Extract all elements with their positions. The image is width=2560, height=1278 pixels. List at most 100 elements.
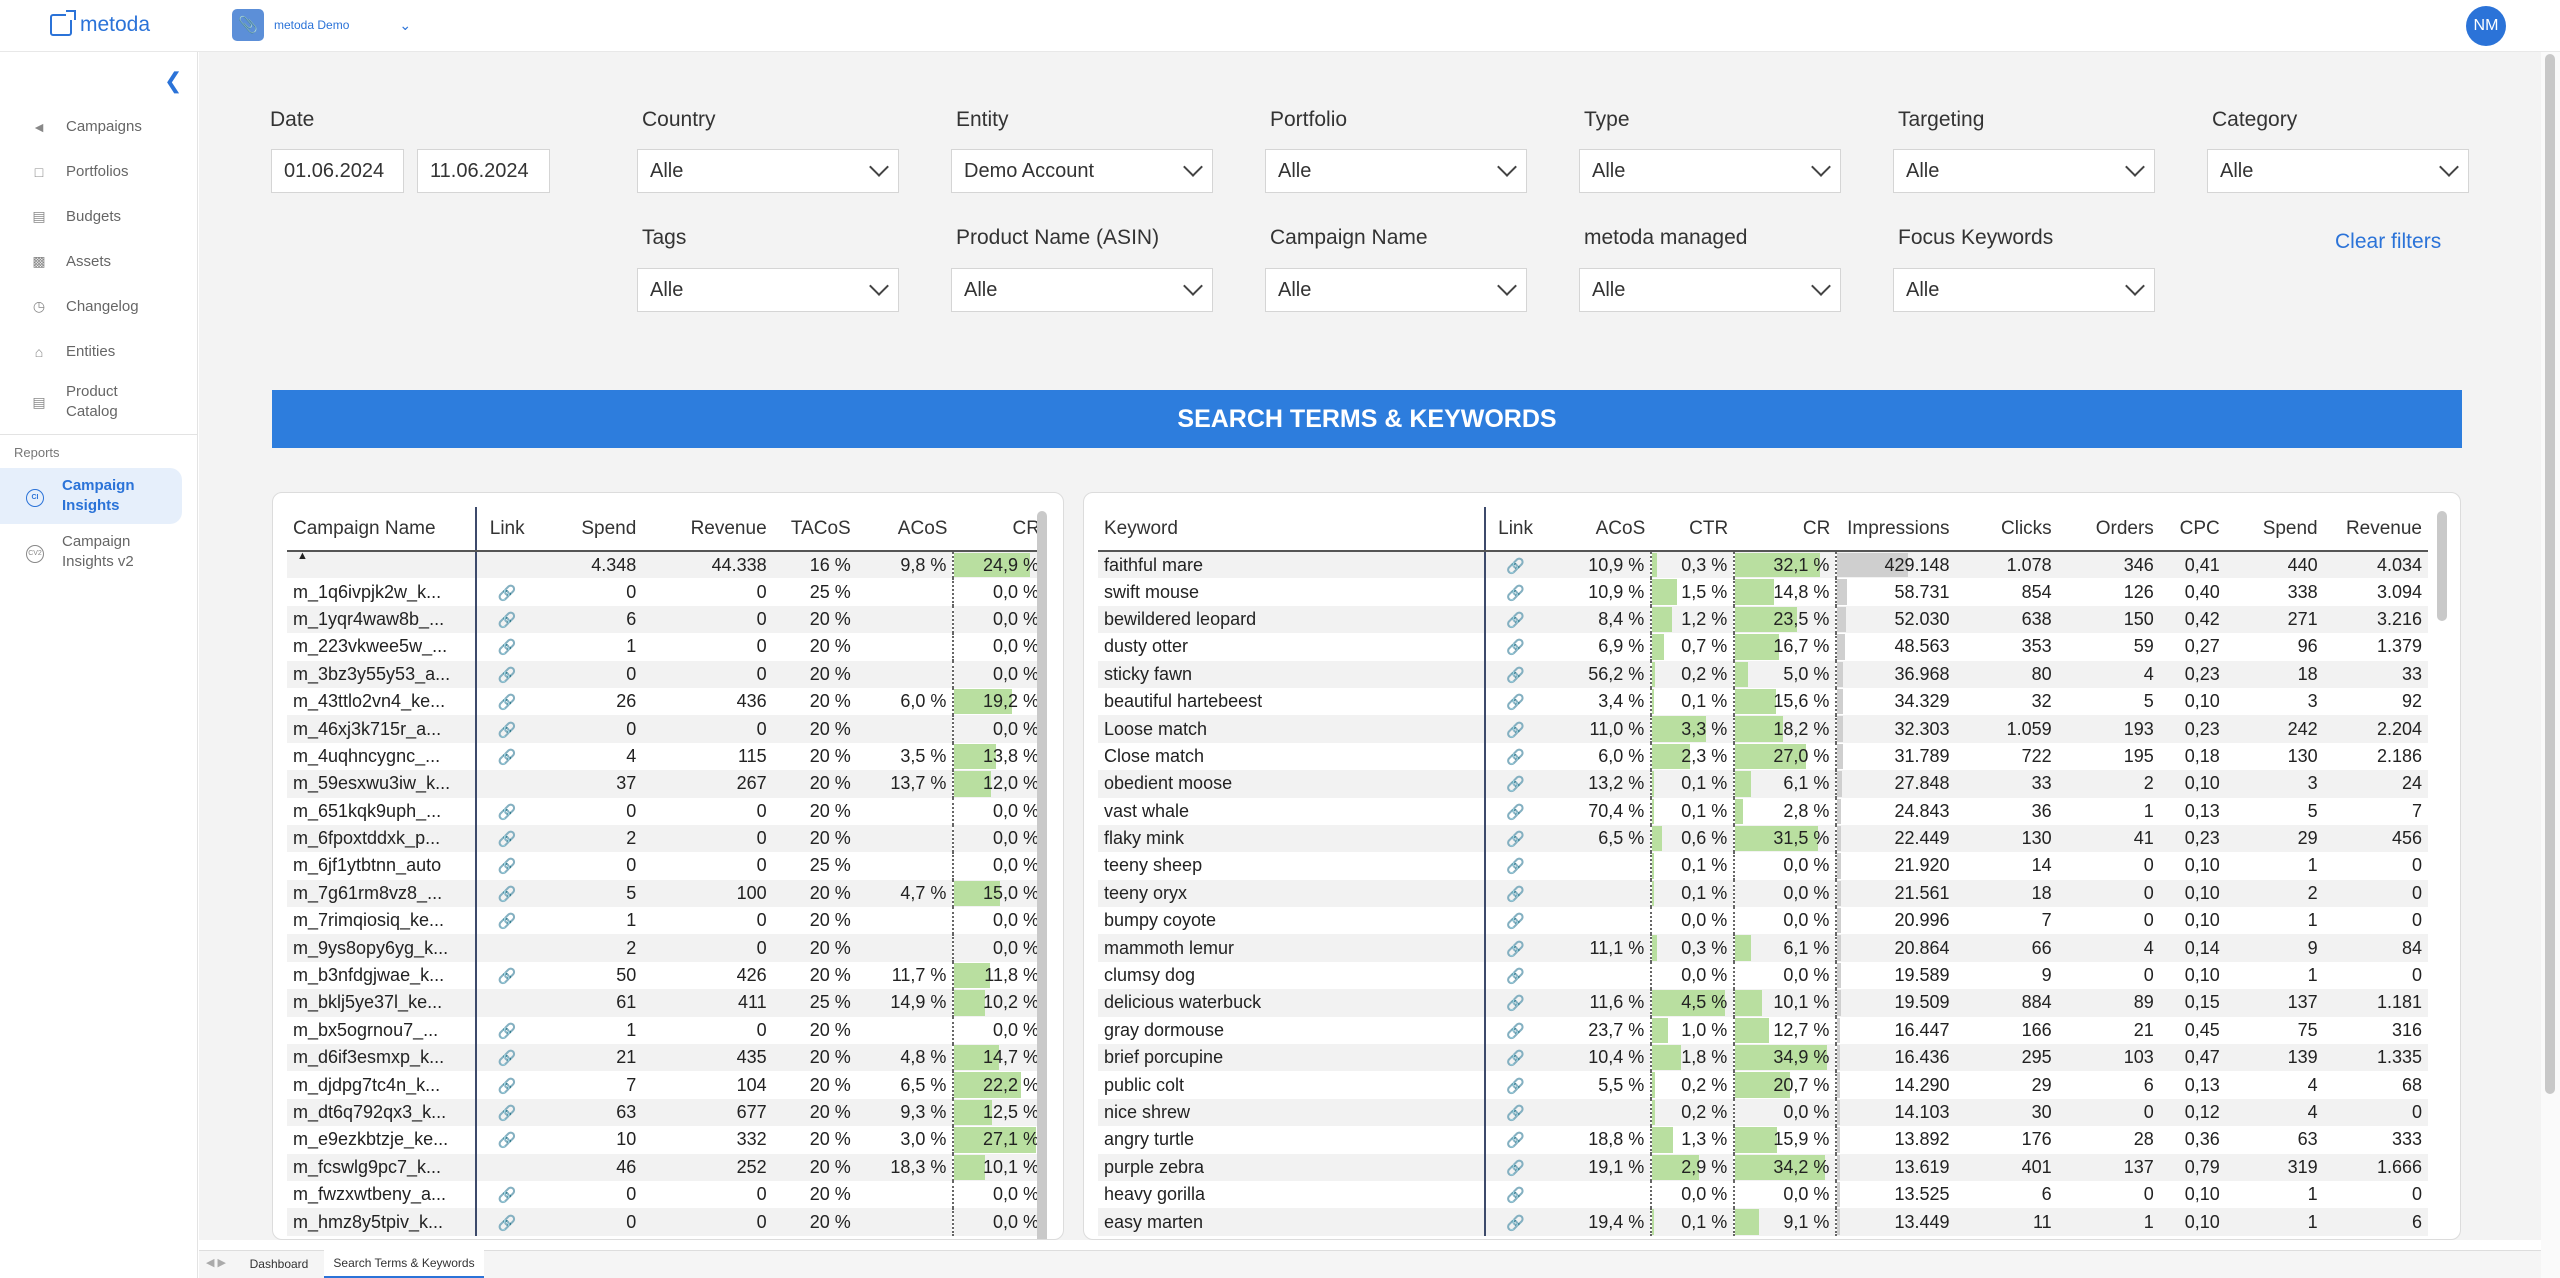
sidebar-item-budgets[interactable]: ▤ Budgets bbox=[0, 194, 198, 239]
table-row[interactable]: gray dormouse 🔗 23,7 % 1,0 % 12,7 % 16.447 166… bbox=[1098, 1016, 2428, 1045]
link-icon[interactable]: 🔗 bbox=[497, 1105, 517, 1122]
table-row[interactable]: sticky fawn 🔗 56,2 % 0,2 % 5,0 % 36.968 80 4 0,2… bbox=[1098, 660, 2428, 688]
table-row[interactable]: m_43ttlo2vn4_ke... 🔗 26 436 20 % 6,0 % 19,2 % bbox=[287, 687, 1047, 716]
product-name-select[interactable]: Alle bbox=[951, 268, 1213, 312]
table-row[interactable]: Close match 🔗 6,0 % 2,3 % 27,0 % 31.789 722 195… bbox=[1098, 742, 2428, 771]
link-icon[interactable]: 🔗 bbox=[497, 858, 517, 876]
link-icon[interactable]: 🔗 bbox=[1506, 748, 1525, 766]
col-revenue[interactable]: Revenue bbox=[642, 507, 773, 552]
col-orders[interactable]: Orders bbox=[2057, 507, 2160, 552]
table-row[interactable]: clumsy dog 🔗 0,0 % 0,0 % 19.589 9 0 0,10 1 0 bbox=[1098, 961, 2428, 990]
link-icon[interactable]: 🔗 bbox=[1506, 584, 1525, 602]
link-icon[interactable]: 🔗 bbox=[1506, 639, 1525, 657]
category-select[interactable]: Alle bbox=[2207, 149, 2469, 193]
table-row[interactable]: m_7rimqiosiq_ke... 🔗 1 0 20 % 0,0 % bbox=[287, 907, 1047, 935]
table-row[interactable]: purple zebra 🔗 19,1 % 2,9 % 34,2 % 13.619 401 1… bbox=[1098, 1153, 2428, 1181]
targeting-select[interactable]: Alle bbox=[1893, 149, 2155, 193]
table-row[interactable]: teeny oryx 🔗 0,1 % 0,0 % 21.561 18 0 0,10 2 0 bbox=[1098, 879, 2428, 908]
link-icon[interactable]: 🔗 bbox=[1506, 1022, 1525, 1040]
link-icon[interactable]: 🔗 bbox=[1506, 1187, 1525, 1205]
table-row[interactable]: obedient moose 🔗 13,2 % 0,1 % 6,1 % 27.848 33 2… bbox=[1098, 770, 2428, 798]
link-icon[interactable]: 🔗 bbox=[1506, 557, 1525, 575]
country-select[interactable]: Alle bbox=[637, 149, 899, 193]
link-icon[interactable]: 🔗 bbox=[497, 1187, 517, 1205]
link-icon[interactable]: 🔗 bbox=[1506, 858, 1525, 876]
col-cr[interactable]: CR bbox=[953, 507, 1046, 552]
col-spend[interactable]: Spend bbox=[537, 507, 643, 552]
link-icon[interactable]: 🔗 bbox=[1506, 694, 1525, 712]
link-icon[interactable]: 🔗 bbox=[1506, 1214, 1525, 1232]
entity-select[interactable]: Demo Account bbox=[951, 149, 1213, 193]
link-icon[interactable]: 🔗 bbox=[1506, 776, 1525, 794]
col-link[interactable]: Link bbox=[1485, 507, 1545, 552]
table-row[interactable]: faithful mare 🔗 10,9 % 0,3 % 32,1 % 429.148 1.… bbox=[1098, 551, 2428, 579]
link-icon[interactable]: 🔗 bbox=[497, 1132, 517, 1150]
link-icon[interactable]: 🔗 bbox=[1506, 968, 1525, 986]
sidebar-item-assets[interactable]: ▩ Assets bbox=[0, 239, 198, 284]
col-impressions[interactable]: Impressions▼ bbox=[1836, 507, 1956, 562]
table-row[interactable]: m_9ys8opy6yg_k... 2 0 20 % 0,0 % bbox=[287, 934, 1047, 962]
link-icon[interactable]: 🔗 bbox=[1506, 885, 1525, 903]
date-from-input[interactable]: 01.06.2024 bbox=[271, 149, 404, 193]
link-icon[interactable]: 🔗 bbox=[1506, 1132, 1525, 1150]
page-scrollbar[interactable] bbox=[2541, 52, 2560, 1278]
link-icon[interactable]: 🔗 bbox=[497, 666, 517, 684]
table-row[interactable]: angry turtle 🔗 18,8 % 1,3 % 15,9 % 13.892 176 2… bbox=[1098, 1126, 2428, 1154]
table-row[interactable]: m_dt6q792qx3_k... 🔗 63 677 20 % 9,3 % 12,5 % bbox=[287, 1098, 1047, 1127]
table-row[interactable]: m_hmz8y5tpiv_k... 🔗 0 0 20 % 0,0 % bbox=[287, 1208, 1047, 1236]
portfolio-select[interactable]: Alle bbox=[1265, 149, 1527, 193]
col-tacos[interactable]: TACoS bbox=[772, 507, 857, 552]
col-cpc[interactable]: CPC bbox=[2159, 507, 2226, 552]
link-icon[interactable]: 🔗 bbox=[497, 694, 517, 712]
table-row[interactable]: heavy gorilla 🔗 0,0 % 0,0 % 13.525 6 0 0,10 1 0 bbox=[1098, 1180, 2428, 1209]
table-row[interactable]: m_223vkwee5w_... 🔗 1 0 20 % 0,0 % bbox=[287, 633, 1047, 661]
table-row[interactable]: m_46xj3k715r_a... 🔗 0 0 20 % 0,0 % bbox=[287, 715, 1047, 743]
metoda-managed-select[interactable]: Alle bbox=[1579, 268, 1841, 312]
table-row[interactable]: brief porcupine 🔗 10,4 % 1,8 % 34,9 % 16.436 2… bbox=[1098, 1044, 2428, 1072]
link-icon[interactable]: 🔗 bbox=[1506, 1159, 1525, 1177]
table-row[interactable]: m_4uqhncygnc_... 🔗 4 115 20 % 3,5 % 13,8 % bbox=[287, 742, 1047, 771]
link-icon[interactable]: 🔗 bbox=[497, 721, 517, 739]
link-icon[interactable]: 🔗 bbox=[1506, 1050, 1525, 1068]
table-row[interactable]: bumpy coyote 🔗 0,0 % 0,0 % 20.996 7 0 0,10 1 0 bbox=[1098, 907, 2428, 935]
sidebar-item-campaign-insights[interactable]: CI Campaign Insights bbox=[0, 468, 182, 524]
campaign-table-scrollbar[interactable] bbox=[1037, 511, 1047, 1239]
link-icon[interactable]: 🔗 bbox=[497, 611, 517, 629]
account-switcher[interactable]: 📎 metoda Demo ⌄ bbox=[232, 9, 411, 41]
link-icon[interactable]: 🔗 bbox=[497, 803, 517, 821]
clear-filters-button[interactable]: Clear filters bbox=[2335, 230, 2442, 253]
table-row[interactable]: m_fwzxwtbeny_a... 🔗 0 0 20 % 0,0 % bbox=[287, 1180, 1047, 1209]
table-row[interactable]: m_1yqr4waw8b_... 🔗 6 0 20 % 0,0 % bbox=[287, 605, 1047, 634]
link-icon[interactable]: 🔗 bbox=[1506, 940, 1525, 958]
table-row[interactable]: dusty otter 🔗 6,9 % 0,7 % 16,7 % 48.563 353 59 0… bbox=[1098, 633, 2428, 661]
table-row[interactable]: m_bklj5ye37l_ke... 61 411 25 % 14,9 % 10,2 % bbox=[287, 989, 1047, 1017]
link-icon[interactable]: 🔗 bbox=[1506, 913, 1525, 931]
table-row[interactable]: m_3bz3y55y53_a... 🔗 0 0 20 % 0,0 % bbox=[287, 660, 1047, 688]
page-scrollbar-thumb[interactable] bbox=[2545, 54, 2555, 1094]
table-row[interactable]: Loose match 🔗 11,0 % 3,3 % 18,2 % 32.303 1.059… bbox=[1098, 715, 2428, 743]
tags-select[interactable]: Alle bbox=[637, 268, 899, 312]
link-icon[interactable]: 🔗 bbox=[1506, 1105, 1525, 1122]
table-row[interactable]: nice shrew 🔗 0,2 % 0,0 % 14.103 30 0 0,12 4 0 bbox=[1098, 1098, 2428, 1127]
table-row[interactable]: beautiful hartebeest 🔗 3,4 % 0,1 % 15,6 % 34.… bbox=[1098, 687, 2428, 716]
link-icon[interactable]: 🔗 bbox=[497, 1077, 517, 1095]
keyword-table-scrollbar[interactable] bbox=[2437, 511, 2447, 621]
col-clicks[interactable]: Clicks bbox=[1955, 507, 2058, 552]
col-link[interactable]: Link bbox=[476, 507, 538, 552]
table-row[interactable]: vast whale 🔗 70,4 % 0,1 % 2,8 % 24.843 36 1 0,13… bbox=[1098, 797, 2428, 825]
link-icon[interactable]: 🔗 bbox=[497, 968, 517, 986]
chevron-down-icon[interactable]: ⌄ bbox=[399, 16, 412, 33]
col-ctr[interactable]: CTR bbox=[1651, 507, 1735, 552]
table-row[interactable]: delicious waterbuck 🔗 11,6 % 4,5 % 10,1 % 19.… bbox=[1098, 989, 2428, 1017]
link-icon[interactable]: 🔗 bbox=[1506, 831, 1525, 849]
table-row[interactable]: m_7g61rm8vz8_... 🔗 5 100 20 % 4,7 % 15,0 % bbox=[287, 879, 1047, 908]
col-keyword[interactable]: Keyword bbox=[1098, 507, 1487, 552]
link-icon[interactable]: 🔗 bbox=[497, 584, 517, 602]
link-icon[interactable]: 🔗 bbox=[1506, 803, 1525, 821]
table-row[interactable]: mammoth lemur 🔗 11,1 % 0,3 % 6,1 % 20.864 66 4 0… bbox=[1098, 934, 2428, 962]
type-select[interactable]: Alle bbox=[1579, 149, 1841, 193]
sidebar-item-entities[interactable]: ⌂ Entities bbox=[0, 329, 198, 374]
table-row[interactable]: m_6fpoxtddxk_p... 🔗 2 0 20 % 0,0 % bbox=[287, 824, 1047, 853]
table-row[interactable]: flaky mink 🔗 6,5 % 0,6 % 31,5 % 22.449 130 41 0,… bbox=[1098, 824, 2428, 853]
table-row[interactable]: m_djdpg7tc4n_k... 🔗 7 104 20 % 6,5 % 22,2 % bbox=[287, 1071, 1047, 1099]
